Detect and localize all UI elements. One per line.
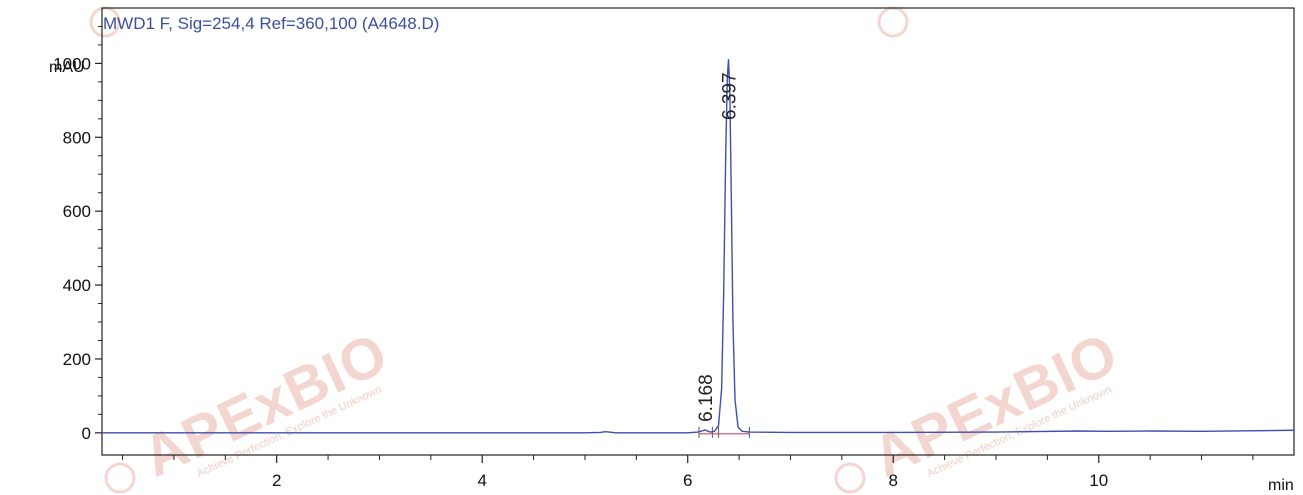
y-tick-label: 1000 (53, 54, 91, 73)
series-layer (102, 59, 1295, 434)
x-tick-label: 4 (477, 471, 486, 490)
y-tick-label: 200 (63, 350, 91, 369)
peak-label: 6.168 (696, 374, 717, 422)
y-axis: 0 200 400 600 800 1000 (53, 25, 102, 443)
x-axis-unit-label: min (1268, 477, 1294, 494)
signal-trace (102, 59, 1295, 434)
x-tick-label: 10 (1089, 471, 1108, 490)
y-tick-label: 400 (63, 276, 91, 295)
watermark-emblem (834, 462, 866, 494)
chart-title: MWD1 F, Sig=254,4 Ref=360,100 (A4648.D) (103, 14, 439, 33)
watermark-emblem (877, 6, 909, 38)
y-axis-unit-label: mAU (49, 59, 85, 76)
x-axis: 2 4 6 8 10 (122, 455, 1254, 490)
integration-baseline-markers (698, 426, 750, 438)
y-tick-label: 800 (63, 128, 91, 147)
watermark-emblem (104, 462, 136, 494)
x-tick-label: 2 (272, 471, 281, 490)
y-tick-label: 600 (63, 202, 91, 221)
peak-labels: 6.168 6.397 (696, 72, 741, 421)
peak-label: 6.397 (720, 72, 741, 120)
plot-frame (101, 7, 1295, 456)
y-tick-label: 0 (82, 424, 91, 443)
x-tick-label: 6 (683, 471, 692, 490)
x-tick-label: 8 (889, 471, 898, 490)
